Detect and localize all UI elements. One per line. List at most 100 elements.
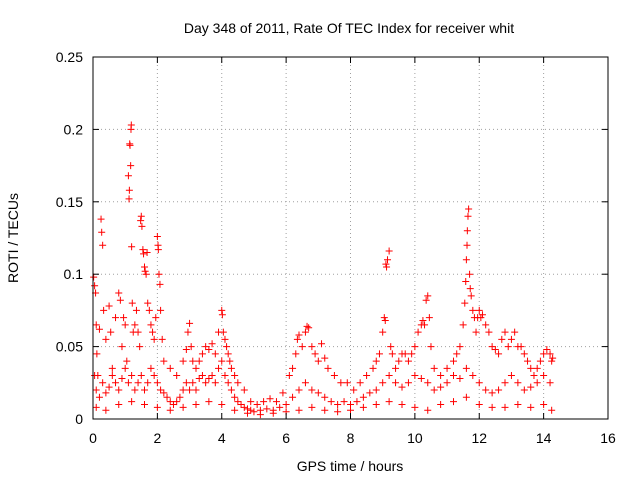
data-point	[108, 364, 116, 372]
data-point	[398, 401, 406, 409]
data-point	[327, 398, 335, 406]
data-point	[372, 401, 380, 409]
data-point	[120, 314, 128, 322]
data-point	[520, 350, 528, 358]
data-point	[375, 350, 383, 358]
data-point	[411, 372, 419, 380]
data-point	[382, 260, 390, 268]
data-point	[369, 364, 377, 372]
data-point	[501, 379, 509, 387]
data-point	[546, 379, 554, 387]
data-point	[141, 401, 148, 409]
data-point	[463, 227, 471, 235]
data-point	[421, 321, 429, 329]
data-point	[102, 406, 110, 414]
data-point	[546, 350, 554, 358]
y-tick-label: 0.05	[56, 339, 83, 355]
x-tick-label: 4	[218, 430, 226, 446]
data-point	[240, 386, 248, 394]
data-point	[156, 280, 164, 288]
data-point	[305, 324, 313, 332]
data-point	[123, 357, 131, 365]
data-point	[282, 401, 290, 409]
data-point	[417, 374, 425, 382]
data-point	[314, 357, 322, 365]
data-point	[97, 215, 105, 223]
data-point	[139, 246, 147, 254]
data-point	[250, 408, 258, 416]
data-point	[501, 328, 509, 336]
data-point	[443, 379, 451, 387]
data-point	[115, 401, 123, 409]
data-point	[107, 328, 115, 336]
data-point	[482, 386, 490, 394]
data-point	[92, 403, 100, 411]
data-point	[163, 393, 171, 401]
data-point	[453, 350, 461, 358]
data-point	[324, 364, 332, 372]
data-point	[469, 372, 477, 380]
data-point	[126, 141, 134, 149]
data-point	[224, 379, 232, 387]
x-tick-label: 8	[347, 430, 355, 446]
data-point	[141, 267, 149, 275]
data-point	[395, 357, 403, 365]
data-point	[195, 374, 203, 382]
data-point	[347, 406, 354, 414]
data-point	[247, 406, 255, 414]
data-point	[388, 350, 396, 358]
data-point	[91, 372, 99, 380]
data-point	[450, 372, 457, 380]
data-point	[498, 335, 506, 343]
data-point	[363, 372, 371, 380]
data-point	[99, 241, 107, 249]
data-point	[488, 343, 496, 351]
data-point	[334, 401, 342, 409]
data-point	[157, 386, 165, 394]
data-point	[224, 350, 232, 358]
data-point	[112, 379, 120, 387]
data-point	[211, 379, 219, 387]
data-point	[279, 389, 287, 397]
data-point	[231, 393, 239, 401]
data-point	[247, 398, 255, 406]
data-point	[301, 379, 309, 387]
x-tick-label: 10	[407, 430, 423, 446]
data-point	[125, 186, 133, 194]
data-point	[152, 314, 160, 322]
data-point	[256, 411, 264, 419]
data-point	[145, 306, 153, 314]
data-point	[511, 328, 519, 336]
data-point	[385, 247, 393, 255]
data-point	[419, 317, 427, 325]
data-point	[127, 162, 135, 170]
data-point	[472, 328, 480, 336]
data-point	[92, 386, 100, 394]
data-point	[166, 398, 174, 406]
data-point	[187, 343, 195, 351]
data-point	[477, 314, 485, 322]
data-point	[95, 325, 103, 333]
data-point	[215, 364, 223, 372]
data-point	[437, 383, 445, 391]
y-tick-label: 0.1	[64, 266, 84, 282]
data-point	[208, 340, 216, 348]
data-points	[90, 121, 557, 419]
data-point	[198, 372, 206, 380]
data-point	[430, 364, 438, 372]
data-point	[118, 343, 126, 351]
data-point	[99, 379, 107, 387]
data-point	[533, 379, 541, 387]
axis-ticks: 0 2 4 6 8 10 12 14 16 0 0.05 0.1 0.15 0.2 0.25	[56, 49, 616, 446]
data-point	[334, 408, 342, 416]
data-point	[158, 335, 166, 343]
data-point	[102, 335, 110, 343]
data-point	[350, 386, 358, 394]
data-point	[92, 321, 100, 329]
data-point	[93, 350, 101, 358]
data-point	[102, 389, 110, 397]
data-point	[495, 350, 503, 358]
data-point	[356, 379, 364, 387]
data-point	[219, 328, 227, 336]
